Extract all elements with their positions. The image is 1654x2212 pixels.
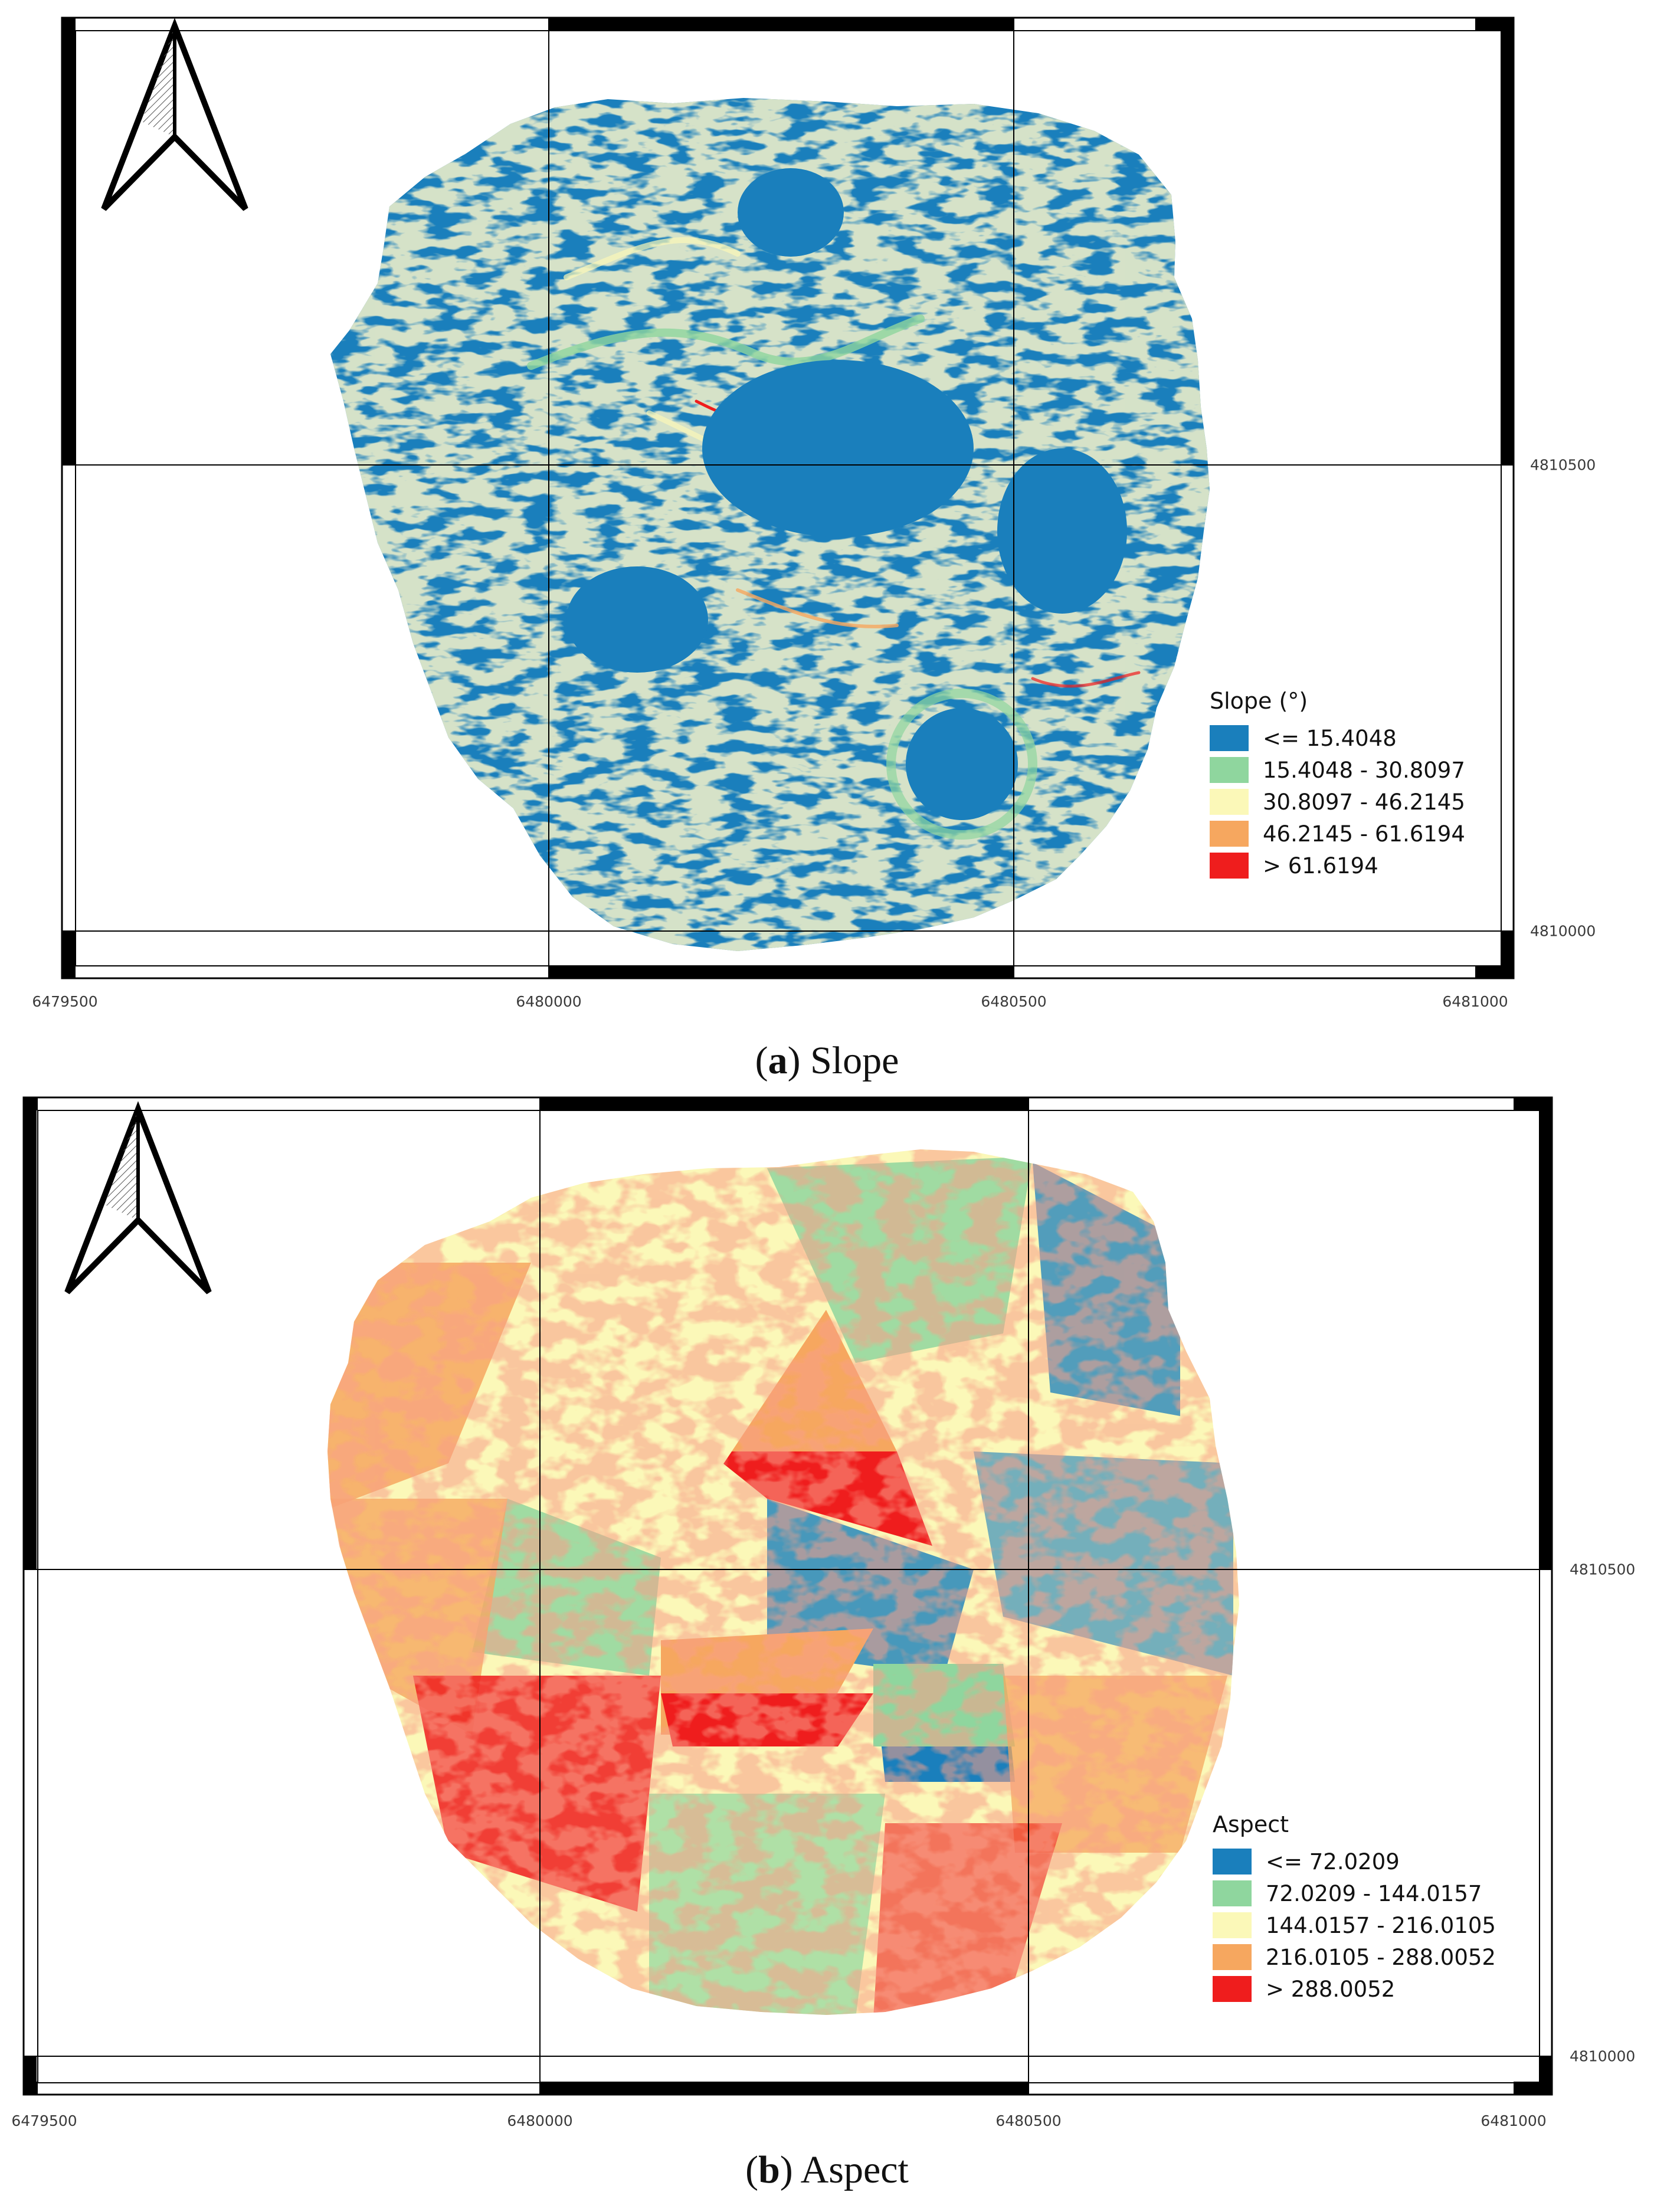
aspect-legend: Aspect <= 72.0209 72.0209 - 144.0157 144.0… <box>1213 1811 1496 2005</box>
aspect-map <box>22 1096 1553 2096</box>
scale-bar-segment <box>24 1097 37 1569</box>
x-coord-label: 6480000 <box>507 2112 573 2129</box>
map-frame-scale-bars <box>62 18 1514 978</box>
legend-label: 15.4048 - 30.8097 <box>1263 757 1465 783</box>
legend-item: 144.0157 - 216.0105 <box>1213 1909 1496 1941</box>
y-coord-label: 4810000 <box>1530 922 1596 940</box>
legend-swatch <box>1210 853 1249 879</box>
scale-bar-segment <box>1501 931 1514 978</box>
scale-bar-segment <box>24 2056 37 2095</box>
scale-bar-segment <box>549 18 1014 31</box>
x-coord-label: 6479500 <box>11 2112 77 2129</box>
scale-bar-segment <box>1539 1097 1552 1569</box>
legend-swatch <box>1213 1976 1252 2002</box>
legend-item: 216.0105 - 288.0052 <box>1213 1941 1496 1973</box>
legend-swatch <box>1210 789 1249 815</box>
legend-item: 15.4048 - 30.8097 <box>1210 754 1465 786</box>
y-coord-label: 4810500 <box>1530 456 1596 474</box>
slope-map-panel: Slope (°) <= 15.4048 15.4048 - 30.8097 30.… <box>0 0 1654 1097</box>
aspect-map-panel: Aspect <= 72.0209 72.0209 - 144.0157 144.0… <box>0 1086 1654 2212</box>
legend-swatch <box>1213 1880 1252 1906</box>
legend-swatch <box>1210 757 1249 783</box>
caption-text: Slope <box>810 1039 899 1082</box>
legend-title: Slope (°) <box>1210 688 1308 714</box>
legend-item: <= 72.0209 <box>1213 1846 1496 1877</box>
legend-label: 46.2145 - 61.6194 <box>1263 821 1465 847</box>
caption-letter: b <box>758 2148 780 2191</box>
legend-item: 30.8097 - 46.2145 <box>1210 786 1465 818</box>
map-frame-scale-bars <box>24 1097 1552 2095</box>
legend-item: > 288.0052 <box>1213 1973 1496 2005</box>
legend-label: 72.0209 - 144.0157 <box>1266 1880 1482 1906</box>
x-coord-label: 6481000 <box>1481 2112 1547 2129</box>
x-coord-label: 6481000 <box>1442 993 1508 1010</box>
scale-bar-segment <box>540 1097 1029 1110</box>
x-coord-label: 6480500 <box>981 993 1047 1010</box>
legend-swatch <box>1210 725 1249 751</box>
legend-label: 144.0157 - 216.0105 <box>1266 1912 1496 1938</box>
legend-item: 72.0209 - 144.0157 <box>1213 1877 1496 1909</box>
north-arrow-icon <box>101 18 248 211</box>
y-coord-label: 4810500 <box>1570 1561 1636 1578</box>
legend-label: <= 72.0209 <box>1266 1849 1400 1875</box>
x-coord-label: 6479500 <box>32 993 98 1010</box>
scale-bar-segment <box>1501 18 1514 465</box>
legend-item: > 61.6194 <box>1210 850 1465 881</box>
caption-letter: a <box>768 1039 788 1082</box>
legend-title: Aspect <box>1213 1811 1289 1837</box>
legend-label: <= 15.4048 <box>1263 725 1397 751</box>
legend-swatch <box>1213 1849 1252 1875</box>
caption-a: (a) Slope <box>755 1039 899 1082</box>
legend-label: > 288.0052 <box>1266 1976 1396 2002</box>
y-coord-label: 4810000 <box>1570 2047 1636 2065</box>
slope-map <box>61 17 1515 979</box>
slope-legend: Slope (°) <= 15.4048 15.4048 - 30.8097 30.… <box>1210 688 1465 881</box>
legend-label: 216.0105 - 288.0052 <box>1266 1944 1496 1970</box>
x-coord-label: 6480500 <box>995 2112 1062 2129</box>
legend-swatch <box>1213 1944 1252 1970</box>
legend-item: <= 15.4048 <box>1210 722 1465 754</box>
legend-item: 46.2145 - 61.6194 <box>1210 818 1465 850</box>
scale-bar-segment <box>62 18 75 465</box>
scale-bar-segment <box>549 965 1014 978</box>
scale-bar-segment <box>540 2082 1029 2095</box>
map-grid <box>24 1097 1552 2095</box>
map-grid <box>62 18 1514 978</box>
caption-text: Aspect <box>800 2148 909 2191</box>
legend-label: 30.8097 - 46.2145 <box>1263 789 1465 815</box>
aspect-raster <box>327 1149 1239 2015</box>
legend-swatch <box>1210 821 1249 847</box>
legend-swatch <box>1213 1912 1252 1938</box>
legend-label: > 61.6194 <box>1263 853 1378 879</box>
scale-bar-segment <box>62 931 75 978</box>
north-arrow-icon <box>64 1101 212 1295</box>
caption-b: (b) Aspect <box>745 2148 909 2191</box>
scale-bar-segment <box>1539 2056 1552 2095</box>
x-coord-label: 6480000 <box>516 993 582 1010</box>
